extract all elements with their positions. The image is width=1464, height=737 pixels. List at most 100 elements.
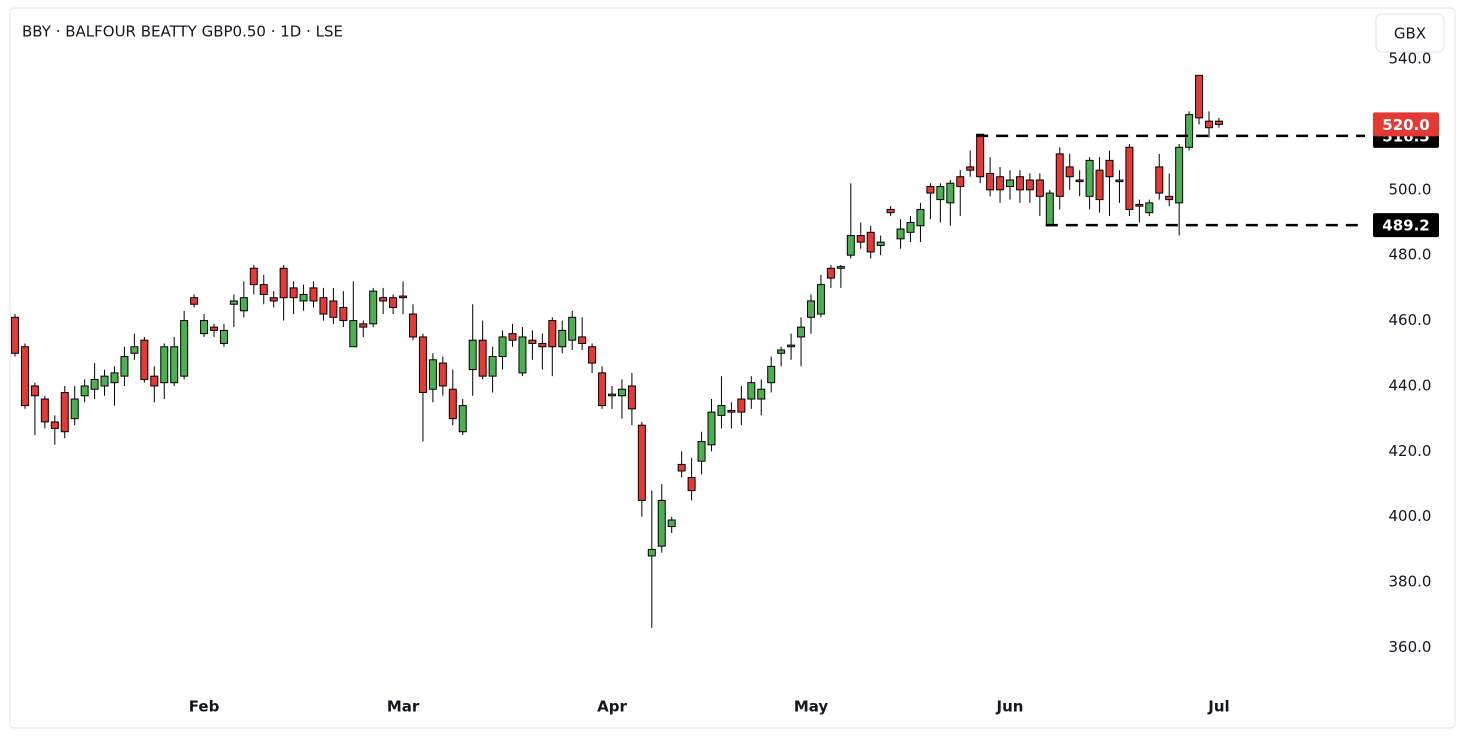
candle-body [289, 287, 298, 299]
candle-body [697, 441, 706, 462]
candle-body [379, 297, 388, 302]
candle-body [468, 339, 477, 371]
candle-body [508, 333, 517, 341]
candle-body [816, 284, 825, 315]
candle-body [448, 388, 457, 420]
candle-body [976, 133, 985, 178]
candle-body [946, 182, 955, 204]
candle-body [617, 388, 626, 397]
candle-body [1065, 166, 1074, 178]
candle-body [438, 362, 447, 387]
candle-body [757, 388, 766, 400]
candle-body [906, 222, 915, 233]
currency-label[interactable]: GBX [1394, 25, 1426, 43]
candle-body [657, 499, 666, 547]
candle-body [538, 342, 547, 348]
last-price-label: 520.0 [1382, 116, 1429, 134]
candle-body [866, 231, 875, 253]
candle-body [389, 297, 398, 309]
candle-body [677, 463, 686, 472]
candle-body [1035, 179, 1044, 197]
candle-body [359, 323, 368, 328]
candle-body [926, 186, 935, 194]
candle-body [737, 398, 746, 413]
candle-body [488, 356, 497, 377]
candle-body [1175, 146, 1184, 204]
candle-body [428, 359, 437, 390]
chart-title: BBY · BALFOUR BEATTY GBP0.50 · 1D · LSE [22, 23, 343, 41]
level-tag [1373, 213, 1439, 238]
candle-body [239, 297, 248, 312]
candle-body [200, 320, 209, 335]
frame [9, 7, 1456, 729]
candle-body [568, 316, 577, 341]
candle-body [498, 336, 507, 358]
candle-body [767, 365, 776, 384]
y-tick-label: 460.0 [1389, 311, 1432, 329]
candle-body [1145, 202, 1154, 214]
candle-body [578, 336, 587, 344]
candle-body [637, 424, 646, 501]
candle-body [299, 293, 308, 302]
currency-button[interactable] [1375, 13, 1445, 53]
candle-body [229, 300, 238, 305]
y-tick-label: 440.0 [1389, 376, 1432, 394]
candle-body [966, 166, 975, 171]
x-tick-label: Jun [996, 698, 1024, 716]
candle-body [667, 519, 676, 528]
candle-body [249, 267, 258, 286]
candle-body [478, 339, 487, 377]
candle-body [329, 300, 338, 318]
candle-body [349, 320, 358, 348]
candle-body [1135, 204, 1144, 207]
candle-body [170, 346, 179, 384]
x-tick-label: May [794, 698, 829, 716]
candle-body [1055, 153, 1064, 197]
y-tick-label: 500.0 [1389, 180, 1432, 198]
candle-body [458, 405, 467, 433]
candle-body [687, 477, 696, 492]
candle-body [160, 346, 169, 384]
candle-body [1006, 179, 1014, 188]
candle-body [956, 176, 965, 188]
candle-body [399, 295, 408, 299]
x-tick-label: Apr [597, 698, 627, 716]
candle-body [777, 349, 786, 354]
candle-body [717, 405, 726, 416]
candle-body [40, 398, 49, 423]
candle-body [150, 375, 159, 387]
y-tick-label: 400.0 [1389, 507, 1432, 525]
candle-body [259, 284, 268, 295]
candle-body [100, 375, 109, 387]
candle-body [1115, 179, 1124, 183]
y-tick-label: 360.0 [1389, 638, 1432, 656]
candle-body [1085, 159, 1094, 197]
candle-body [647, 548, 656, 557]
candle-body [319, 297, 328, 315]
candle-body [90, 378, 99, 390]
candle-body [1125, 146, 1134, 210]
candle-body [1195, 74, 1204, 119]
candle-body [588, 346, 597, 364]
candle-body [548, 320, 557, 348]
candle-body [598, 372, 607, 407]
candle-body [996, 176, 1005, 191]
candle-body [826, 267, 835, 279]
x-tick-label: Jul [1207, 698, 1229, 716]
candle-body [916, 208, 925, 227]
candle-body [1025, 179, 1034, 191]
candle-body [886, 208, 895, 214]
y-tick-label: 420.0 [1389, 442, 1432, 460]
candle-body [80, 385, 89, 397]
candle-body [210, 326, 218, 331]
candle-body [707, 411, 716, 446]
candle-body [11, 316, 19, 354]
candle-body [807, 300, 815, 318]
last-price-tag [1373, 112, 1439, 137]
candle-body [1155, 166, 1164, 194]
y-tick-label: 380.0 [1389, 573, 1432, 591]
candle-body [269, 297, 278, 302]
candle-body [1095, 169, 1104, 201]
candle-body [219, 329, 228, 344]
